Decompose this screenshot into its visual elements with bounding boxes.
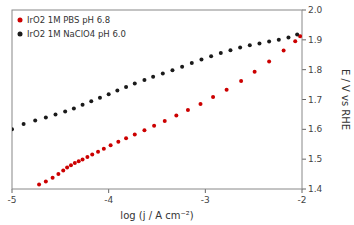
point xyxy=(124,136,128,140)
series-points xyxy=(12,32,299,131)
point xyxy=(293,39,297,43)
legend-label: IrO2 1M PBS pH 6.8 xyxy=(27,15,110,25)
point xyxy=(209,54,213,58)
point xyxy=(142,128,146,132)
point xyxy=(186,108,190,112)
point xyxy=(73,161,77,165)
points xyxy=(12,32,302,186)
point xyxy=(81,103,85,107)
point xyxy=(277,38,281,42)
point xyxy=(286,35,290,39)
point xyxy=(239,79,243,83)
y-tick-label: 1.5 xyxy=(308,154,322,164)
point xyxy=(98,96,102,100)
point xyxy=(107,92,111,96)
x-tick-label: -4 xyxy=(104,195,113,205)
point xyxy=(109,143,113,147)
point xyxy=(72,106,76,110)
point xyxy=(63,109,67,113)
point xyxy=(170,68,174,72)
legend: IrO2 1M PBS pH 6.8 IrO2 1M NaClO4 pH 6.0 xyxy=(18,15,126,39)
x-tick xyxy=(108,189,109,193)
point xyxy=(22,122,26,126)
y-tick xyxy=(302,129,306,130)
point xyxy=(133,132,137,136)
point xyxy=(89,99,93,103)
point xyxy=(142,78,146,82)
point xyxy=(77,159,81,163)
y-tick-label: 1.6 xyxy=(308,124,323,134)
x-tick-label: -2 xyxy=(298,195,307,205)
point xyxy=(96,150,100,154)
point xyxy=(228,48,232,52)
point xyxy=(54,112,58,116)
point xyxy=(211,95,215,99)
point xyxy=(44,115,48,119)
y-axis-label: E / V vs RHE xyxy=(340,69,351,130)
point xyxy=(190,61,194,65)
point xyxy=(163,119,167,123)
point xyxy=(199,58,203,62)
point xyxy=(180,65,184,69)
series-points xyxy=(37,34,302,186)
point xyxy=(225,88,229,92)
legend-marker xyxy=(18,32,23,37)
chart-container: -5 -4 -3 -21.4 1.5 1.6 1.7 1.8 1.9 2.0 log (j / A … xyxy=(0,0,354,225)
point xyxy=(257,41,261,45)
y-tick xyxy=(302,99,306,100)
x-tick xyxy=(205,189,206,193)
point xyxy=(85,155,89,159)
x-tick xyxy=(12,189,13,193)
plot-background xyxy=(12,10,302,189)
point xyxy=(152,124,156,128)
point xyxy=(161,72,165,76)
point xyxy=(151,75,155,79)
point xyxy=(44,180,48,184)
point xyxy=(90,152,94,156)
point xyxy=(37,183,41,187)
y-tick-label: 1.9 xyxy=(308,35,323,45)
legend-marker xyxy=(18,18,23,23)
y-tick-label: 1.4 xyxy=(308,184,323,194)
chart: -5 -4 -3 -21.4 1.5 1.6 1.7 1.8 1.9 2.0 log (j / A … xyxy=(0,0,354,225)
y-tick-label: 2.0 xyxy=(308,5,323,15)
point xyxy=(51,176,55,180)
y-tick xyxy=(302,39,306,40)
y-tick xyxy=(302,10,306,11)
y-tick-label: 1.7 xyxy=(308,95,322,105)
point xyxy=(174,114,178,118)
point xyxy=(69,163,73,167)
point xyxy=(116,140,120,144)
y-tick xyxy=(302,69,306,70)
point xyxy=(65,166,69,170)
point xyxy=(282,49,286,53)
point xyxy=(61,169,65,173)
y-tick xyxy=(302,189,306,190)
y-tick-label: 1.8 xyxy=(308,65,323,75)
plot-frame xyxy=(12,10,302,189)
point xyxy=(124,85,128,89)
point xyxy=(267,40,271,44)
x-tick-label: -3 xyxy=(201,195,210,205)
point xyxy=(219,51,223,55)
point xyxy=(253,70,257,74)
point xyxy=(248,43,252,47)
point xyxy=(81,157,85,161)
x-axis-label: log (j / A cm⁻²) xyxy=(120,210,193,221)
point xyxy=(56,172,60,176)
point xyxy=(115,89,119,93)
legend-label: IrO2 1M NaClO4 pH 6.0 xyxy=(27,29,126,39)
point xyxy=(238,46,242,50)
point xyxy=(295,32,299,36)
point xyxy=(199,102,203,106)
x-tick xyxy=(302,189,303,193)
point xyxy=(267,60,271,64)
point xyxy=(33,118,37,122)
point xyxy=(12,127,14,131)
point xyxy=(102,147,106,151)
point xyxy=(133,81,137,85)
x-tick-label: -5 xyxy=(8,195,17,205)
y-tick xyxy=(302,159,306,160)
